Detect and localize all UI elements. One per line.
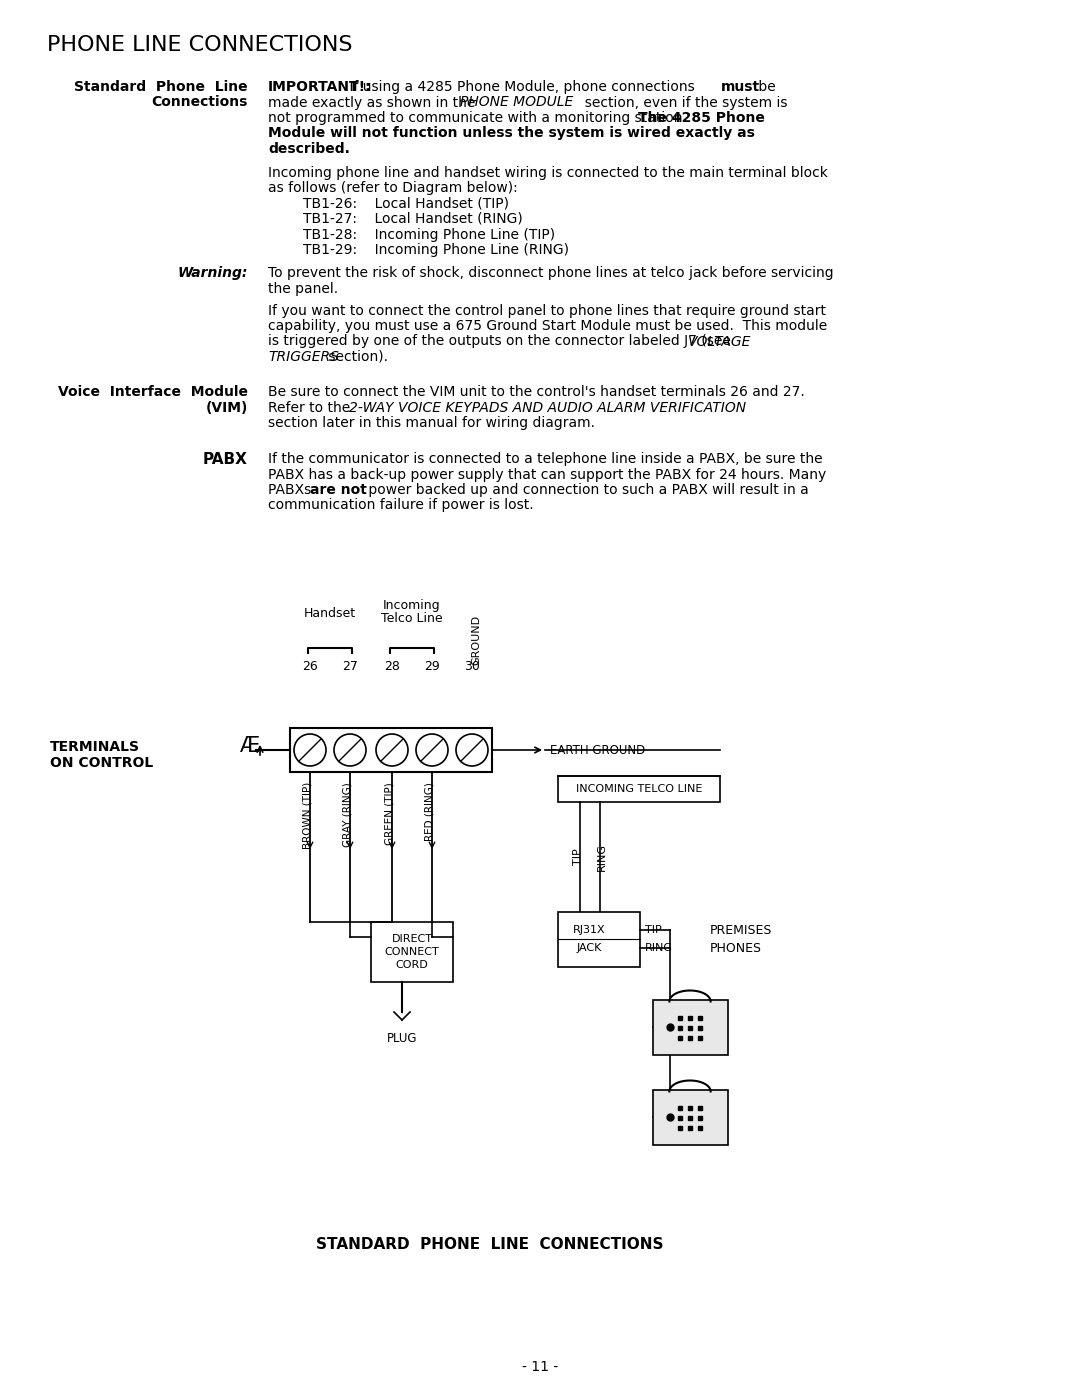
Text: - 11 -: - 11 -	[522, 1361, 558, 1375]
Text: PABXs: PABXs	[268, 483, 315, 497]
Text: RJ31X: RJ31X	[572, 925, 606, 935]
Text: Connections: Connections	[151, 95, 248, 109]
Circle shape	[376, 733, 408, 766]
Text: described.: described.	[268, 142, 350, 156]
Text: 28: 28	[384, 659, 400, 673]
Text: section, even if the system is: section, even if the system is	[576, 95, 787, 109]
Text: Incoming: Incoming	[383, 599, 441, 612]
Text: Standard  Phone  Line: Standard Phone Line	[75, 80, 248, 94]
Text: TRIGGERS: TRIGGERS	[268, 351, 339, 365]
Text: If you want to connect the control panel to phone lines that require ground star: If you want to connect the control panel…	[268, 303, 826, 317]
Text: GREEN (TIP): GREEN (TIP)	[384, 782, 395, 845]
Text: the panel.: the panel.	[268, 282, 338, 296]
Text: JACK: JACK	[577, 943, 602, 953]
Text: DIRECT: DIRECT	[391, 935, 432, 944]
Text: made exactly as shown in the: made exactly as shown in the	[268, 95, 480, 109]
Circle shape	[294, 733, 326, 766]
Text: as follows (refer to Diagram below):: as follows (refer to Diagram below):	[268, 182, 517, 196]
Text: PHONES: PHONES	[710, 942, 762, 954]
Text: Incoming phone line and handset wiring is connected to the main terminal block: Incoming phone line and handset wiring i…	[268, 165, 828, 179]
Text: Warning:: Warning:	[177, 267, 248, 281]
Text: PHONE MODULE: PHONE MODULE	[460, 95, 573, 109]
Text: TB1-28:    Incoming Phone Line (TIP): TB1-28: Incoming Phone Line (TIP)	[303, 228, 555, 242]
Text: ON CONTROL: ON CONTROL	[50, 756, 153, 770]
Text: RED (RING): RED (RING)	[426, 782, 435, 841]
Text: capability, you must use a 675 Ground Start Module must be used.  This module: capability, you must use a 675 Ground St…	[268, 319, 827, 332]
Text: PABX: PABX	[203, 453, 248, 467]
Text: CORD: CORD	[395, 960, 429, 970]
Text: (VIM): (VIM)	[205, 401, 248, 415]
Text: PHONE LINE CONNECTIONS: PHONE LINE CONNECTIONS	[48, 35, 352, 54]
Text: EARTH GROUND: EARTH GROUND	[550, 743, 645, 757]
Text: INCOMING TELCO LINE: INCOMING TELCO LINE	[576, 784, 702, 793]
Text: VOLTAGE: VOLTAGE	[688, 334, 752, 348]
Bar	[372, 922, 453, 982]
Text: TB1-27:    Local Handset (RING): TB1-27: Local Handset (RING)	[303, 212, 523, 226]
Text: communication failure if power is lost.: communication failure if power is lost.	[268, 499, 534, 513]
Circle shape	[456, 733, 488, 766]
Text: 26: 26	[302, 659, 318, 673]
Text: GROUND: GROUND	[471, 615, 481, 665]
Text: TB1-29:    Incoming Phone Line (RING): TB1-29: Incoming Phone Line (RING)	[303, 243, 569, 257]
Text: RING: RING	[597, 842, 607, 870]
Text: If the communicator is connected to a telephone line inside a PABX, be sure the: If the communicator is connected to a te…	[268, 453, 823, 467]
Text: TB1-26:    Local Handset (TIP): TB1-26: Local Handset (TIP)	[303, 197, 509, 211]
Text: section later in this manual for wiring diagram.: section later in this manual for wiring …	[268, 416, 595, 430]
Bar	[652, 1090, 728, 1144]
Text: TIP: TIP	[573, 848, 583, 865]
Text: Refer to the: Refer to the	[268, 401, 354, 415]
Text: section).: section).	[324, 351, 388, 365]
Text: RING: RING	[645, 943, 673, 953]
Text: be: be	[754, 80, 775, 94]
Text: IMPORTANT!:: IMPORTANT!:	[268, 80, 372, 94]
Text: Module will not function unless the system is wired exactly as: Module will not function unless the syst…	[268, 127, 755, 141]
Text: TERMINALS: TERMINALS	[50, 740, 140, 754]
Text: PABX has a back-up power supply that can support the PABX for 24 hours. Many: PABX has a back-up power supply that can…	[268, 468, 826, 482]
Text: PREMISES: PREMISES	[710, 923, 772, 936]
Text: The 4285 Phone: The 4285 Phone	[638, 110, 765, 124]
Text: Be sure to connect the VIM unit to the control's handset terminals 26 and 27.: Be sure to connect the VIM unit to the c…	[268, 386, 805, 400]
Text: power backed up and connection to such a PABX will result in a: power backed up and connection to such a…	[364, 483, 809, 497]
Text: TIP: TIP	[645, 925, 662, 935]
Text: BROWN (TIP): BROWN (TIP)	[303, 782, 313, 849]
Text: To prevent the risk of shock, disconnect phone lines at telco jack before servic: To prevent the risk of shock, disconnect…	[268, 267, 834, 281]
Text: are not: are not	[310, 483, 367, 497]
Text: Handset: Handset	[303, 608, 356, 620]
Text: GRAY (RING): GRAY (RING)	[343, 782, 353, 847]
Bar	[558, 912, 640, 967]
Text: is triggered by one of the outputs on the connector labeled J7 (see: is triggered by one of the outputs on th…	[268, 334, 735, 348]
Bar	[291, 728, 492, 773]
Circle shape	[416, 733, 448, 766]
Text: CONNECT: CONNECT	[384, 947, 440, 957]
Text: 27: 27	[342, 659, 357, 673]
Text: STANDARD  PHONE  LINE  CONNECTIONS: STANDARD PHONE LINE CONNECTIONS	[316, 1236, 664, 1252]
Text: not programmed to communicate with a monitoring station.: not programmed to communicate with a mon…	[268, 110, 691, 124]
Text: Æ: Æ	[240, 736, 260, 756]
Bar	[652, 999, 728, 1055]
Text: PLUG: PLUG	[387, 1032, 417, 1045]
Text: 30: 30	[464, 659, 480, 673]
Text: If using a 4285 Phone Module, phone connections: If using a 4285 Phone Module, phone conn…	[345, 80, 699, 94]
Text: 2-WAY VOICE KEYPADS AND AUDIO ALARM VERIFICATION: 2-WAY VOICE KEYPADS AND AUDIO ALARM VERI…	[349, 401, 746, 415]
Circle shape	[334, 733, 366, 766]
Text: Telco Line: Telco Line	[381, 612, 443, 624]
Text: must: must	[721, 80, 760, 94]
Text: 29: 29	[424, 659, 440, 673]
Bar	[558, 775, 720, 802]
Text: Voice  Interface  Module: Voice Interface Module	[58, 386, 248, 400]
